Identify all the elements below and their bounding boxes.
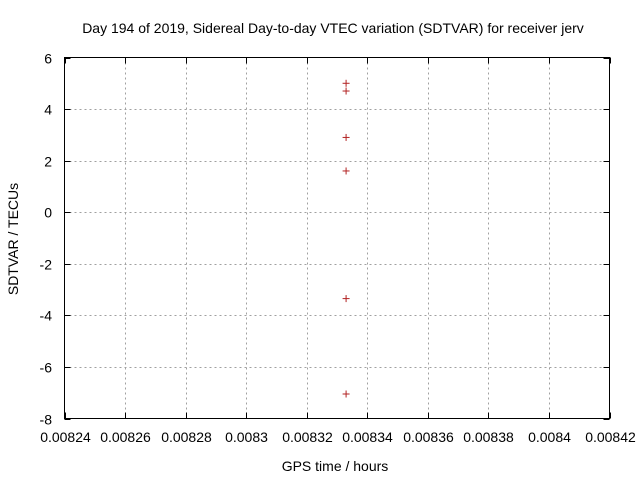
data-point [342, 167, 350, 175]
y-tick-label: -8 [40, 412, 53, 428]
y-tick-label: -4 [40, 308, 53, 324]
data-point [342, 390, 350, 398]
plot-frame [64, 57, 610, 419]
y-axis-label: SDTVAR / TECUs [5, 183, 21, 295]
data-point [342, 295, 350, 303]
y-tick-labels: -8 -6 -4 -2 0 2 4 6 [40, 51, 53, 428]
x-tick-label: 0.00834 [342, 429, 393, 445]
x-tick-label: 0.00828 [161, 429, 212, 445]
data-points [342, 79, 350, 398]
data-point [342, 133, 350, 141]
y-tick-label: 4 [44, 102, 52, 118]
y-tick-label: 2 [44, 154, 52, 170]
x-tick-label: 0.0083 [225, 429, 268, 445]
x-tick-label: 0.0084 [528, 429, 571, 445]
x-tick-label: 0.00836 [403, 429, 454, 445]
x-axis-label: GPS time / hours [282, 458, 389, 474]
y-tick-label: -6 [40, 360, 53, 376]
data-point [342, 87, 350, 95]
x-tick-label: 0.00824 [40, 429, 91, 445]
x-tick-labels: 0.00824 0.00826 0.00828 0.0083 0.00832 0.0083… [40, 429, 636, 445]
data-point [342, 79, 350, 87]
y-tick-label: -2 [40, 257, 53, 273]
x-tick-label: 0.00826 [100, 429, 151, 445]
y-tick-label: 0 [44, 205, 52, 221]
grid-lines [64, 57, 610, 419]
chart-title: Day 194 of 2019, Sidereal Day-to-day VTE… [82, 20, 584, 36]
y-tick-label: 6 [44, 51, 52, 67]
x-tick-label: 0.00832 [282, 429, 333, 445]
axis-ticks [64, 57, 611, 420]
x-tick-label: 0.00842 [585, 429, 636, 445]
x-tick-label: 0.00838 [463, 429, 514, 445]
